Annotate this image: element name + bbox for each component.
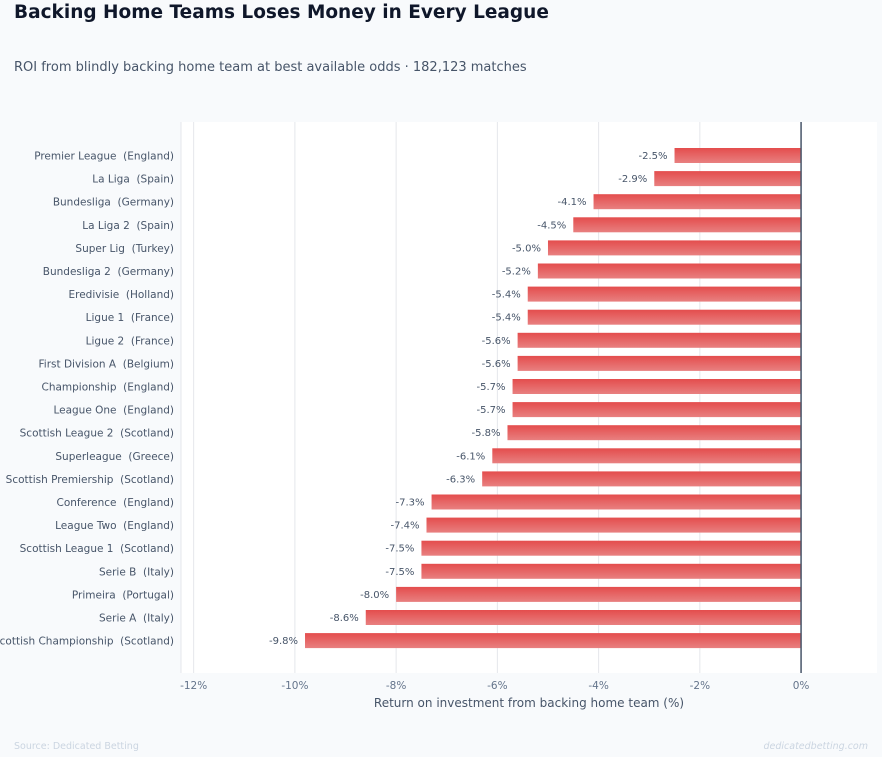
bar: [512, 402, 802, 418]
bar: [426, 517, 802, 533]
gridlines: [193, 122, 701, 673]
x-tick-label: 0%: [793, 680, 810, 692]
bar: [492, 448, 802, 464]
category-label: Scottish Championship (Scotland): [0, 636, 174, 648]
category-label: Ligue 1 (France): [86, 312, 174, 324]
chart-title: Backing Home Teams Loses Money in Every …: [14, 2, 549, 23]
category-label: First Division A (Belgium): [39, 358, 174, 370]
bar: [431, 494, 802, 510]
category-label: La Liga 2 (Spain): [82, 220, 174, 232]
value-label: -5.2%: [502, 267, 531, 278]
bar: [654, 171, 802, 187]
bar: [517, 355, 802, 371]
value-label: -5.0%: [512, 243, 541, 254]
bar: [512, 379, 802, 394]
category-label: Bundesliga (Germany): [53, 197, 174, 209]
x-tick-label: -4%: [588, 680, 608, 692]
category-label: La Liga (Spain): [92, 174, 174, 186]
x-tick-label: -6%: [487, 680, 507, 692]
x-axis-title: Return on investment from backing home t…: [374, 696, 684, 710]
value-label: -5.8%: [471, 428, 500, 439]
chart-subtitle: ROI from blindly backing home team at be…: [14, 60, 527, 75]
category-label: Scottish League 1 (Scotland): [20, 543, 174, 555]
x-tick-label: -12%: [180, 680, 207, 692]
value-label: -7.4%: [390, 521, 419, 532]
category-label: Scottish League 2 (Scotland): [20, 428, 174, 440]
x-tick-label: -8%: [386, 680, 406, 692]
bar: [547, 240, 802, 256]
category-label: Ligue 2 (France): [86, 335, 174, 347]
category-label: Premier League (England): [34, 151, 174, 163]
value-label: -9.8%: [269, 636, 298, 647]
category-labels: Premier League (England) La Liga (Spain) B…: [0, 151, 174, 648]
bar: [537, 263, 802, 279]
value-label: -7.5%: [385, 567, 414, 578]
value-labels: -2.5% -2.9% -4.1% -4.5% -5.0% -5.2% -5.4% -5.4%…: [269, 151, 668, 647]
bar: [421, 540, 802, 556]
value-label: -7.5%: [385, 544, 414, 555]
bar: [396, 586, 802, 602]
bar: [527, 309, 802, 325]
value-label: -7.3%: [396, 498, 425, 509]
value-label: -8.0%: [360, 590, 389, 601]
watermark: dedicatedbetting.com: [763, 741, 868, 752]
value-label: -5.6%: [482, 359, 511, 370]
value-label: -5.7%: [477, 405, 506, 416]
bar: [674, 148, 802, 163]
value-label: -4.5%: [537, 220, 566, 231]
category-label: Super Lig (Turkey): [75, 243, 174, 255]
category-label: Serie A (Italy): [99, 613, 174, 625]
source-note: Source: Dedicated Betting: [14, 741, 139, 752]
category-label: Primeira (Portugal): [72, 589, 174, 601]
bar: [507, 425, 802, 441]
category-label: League One (England): [53, 405, 174, 417]
value-label: -6.1%: [456, 451, 485, 462]
bar: [365, 610, 802, 625]
bar: [527, 286, 802, 302]
bar: [482, 471, 802, 487]
value-label: -2.5%: [639, 151, 668, 162]
category-label: Scottish Premiership (Scotland): [6, 474, 174, 486]
value-label: -5.7%: [477, 382, 506, 393]
category-label: Serie B (Italy): [99, 566, 174, 578]
bar: [593, 194, 802, 210]
bar: [421, 563, 802, 579]
category-label: Superleague (Greece): [55, 451, 174, 463]
value-label: -8.6%: [330, 613, 359, 624]
value-label: -5.6%: [482, 336, 511, 347]
category-label: Eredivisie (Holland): [68, 289, 174, 301]
value-label: -6.3%: [446, 474, 475, 485]
bar: [517, 332, 802, 348]
bar: [573, 217, 802, 233]
category-label: Bundesliga 2 (Germany): [43, 266, 174, 278]
category-label: Championship (England): [41, 382, 174, 394]
bars: [305, 148, 802, 649]
category-label: League Two (England): [55, 520, 174, 532]
category-label: Conference (England): [57, 497, 175, 509]
x-tick-label: -2%: [690, 680, 710, 692]
value-label: -5.4%: [492, 290, 521, 301]
x-tick-labels: -12% -10% -8% -6% -4% -2% 0%: [180, 680, 809, 692]
bar: [305, 633, 802, 649]
value-label: -2.9%: [618, 174, 647, 185]
value-label: -5.4%: [492, 313, 521, 324]
plot-background: [181, 122, 877, 673]
x-tick-label: -10%: [281, 680, 308, 692]
value-label: -4.1%: [558, 197, 587, 208]
